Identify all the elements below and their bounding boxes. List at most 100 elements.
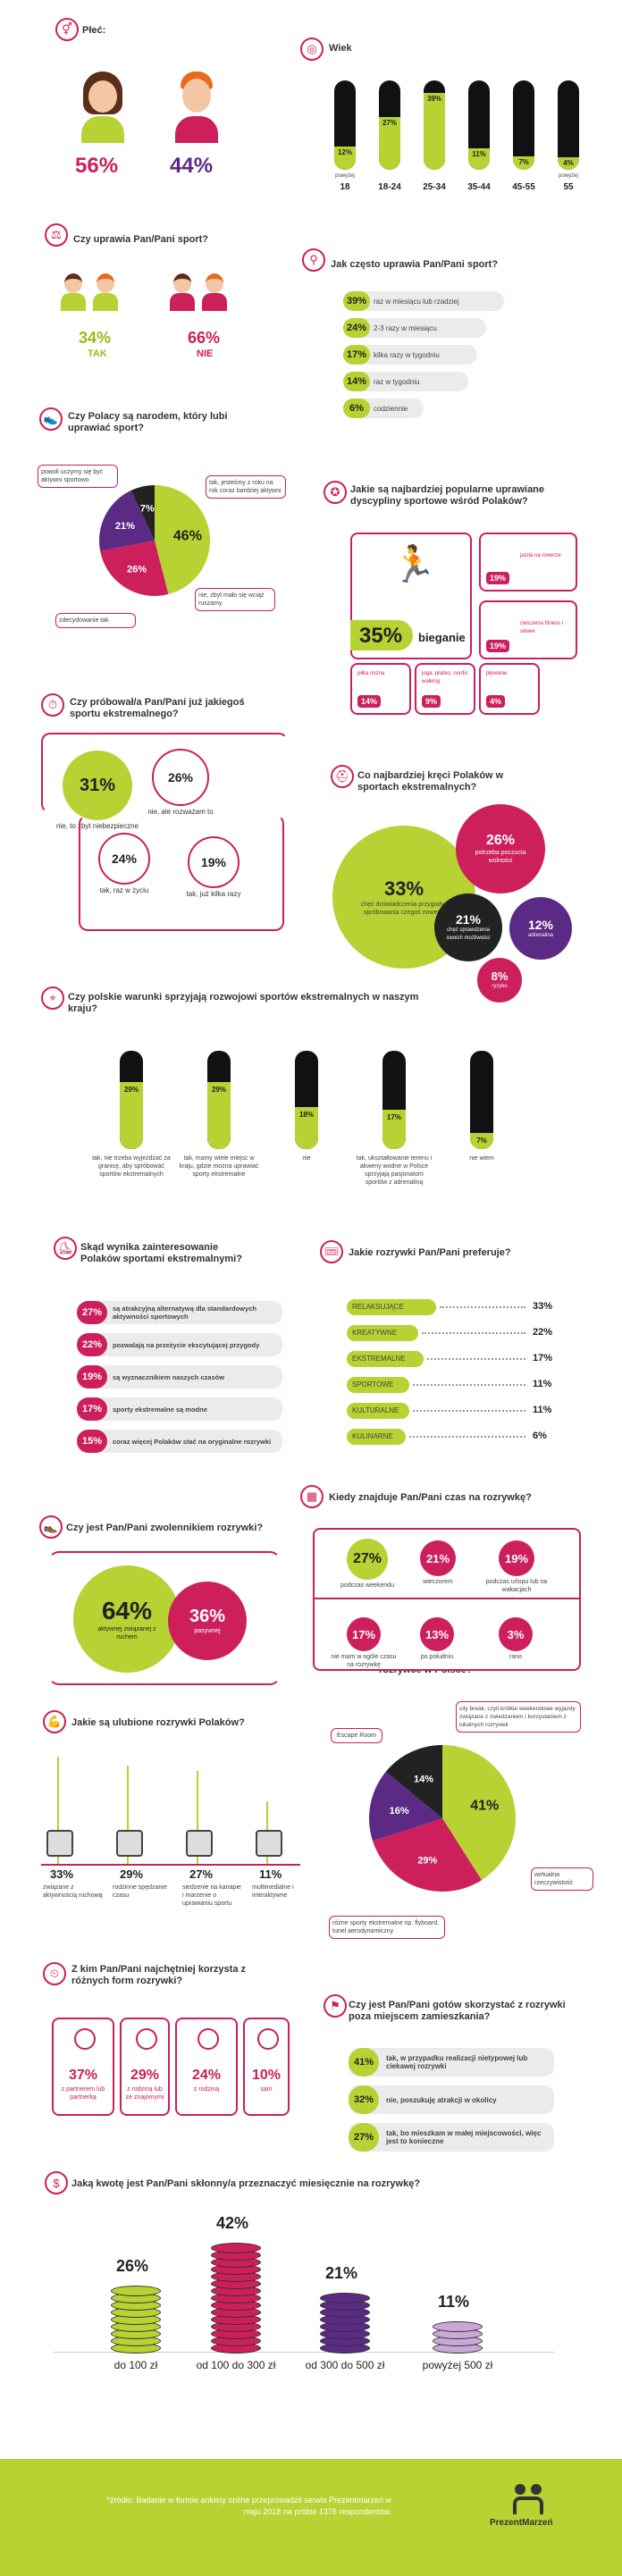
nation-title: Czy Polacy są narodem, który lubi uprawi… (68, 411, 228, 433)
favorite-label: rodzinne spędzanie czasu (113, 1884, 167, 1899)
travel-item: 41% tak, w przypadku realizacji nietypowe… (349, 2048, 554, 2077)
trend-slice-pct: 41% (470, 1798, 499, 1813)
time-pct: 21% (425, 1551, 450, 1565)
nation-slice-pct: 7% (140, 504, 155, 515)
popular-title: Jakie są najbardziej popularne uprawiane… (350, 484, 545, 507)
pref-item-pct: 33% (533, 1301, 553, 1312)
extreme-attract-title: Co najbardziej kręci Polaków w sportach … (357, 770, 504, 793)
time-pct: 17% (351, 1627, 376, 1641)
fan-passive-circle: 36% pasywnej (168, 1582, 247, 1660)
nation-slice (130, 485, 155, 541)
nation-pie: 46% 26% 21% 7% (99, 485, 210, 596)
favorite-item-icon (186, 1830, 213, 1857)
trend-label-1: Escape Room (331, 1728, 382, 1743)
interest-pct: 22% (77, 1333, 107, 1356)
interest-label: coraz więcej Polaków stać na oryginalne … (113, 1437, 272, 1446)
fan-active-label: aktywnej związanej z ruchem (97, 1626, 156, 1640)
age-bar (334, 80, 356, 170)
travel-item: 27% tak, bo mieszkam w małej miejscowości… (349, 2123, 554, 2152)
popular-item-label: jazda na rowerze (520, 553, 561, 558)
budget-pct: 11% (438, 2293, 470, 2311)
person-icon (257, 2028, 279, 2050)
shoe-icon: 👞 (39, 1515, 63, 1539)
fan-passive-pct: 36% (189, 1607, 226, 1626)
popular-item-label: joga, pilates, nordic walking (422, 671, 468, 684)
travel-item: 32% nie, poszukuję atrakcji w okolicy (349, 2085, 554, 2114)
runner-icon: 🏃 (391, 545, 436, 584)
company-pct: 10% (251, 2068, 282, 2083)
ticket-icon: 🎟 (320, 1240, 343, 1263)
time-label: podczas urlopu lub na wakacjach (485, 1579, 548, 1593)
pref-item-dots (413, 1410, 525, 1412)
conditions-title: Czy polskie warunki sprzyjają rozwojowi … (68, 992, 419, 1014)
dumbbell-icon: ⚖ (45, 223, 68, 247)
sport-no-pct: 66% (188, 329, 221, 347)
budget-pct: 21% (325, 2264, 358, 2282)
age-bar-pct: 7% (518, 157, 529, 166)
budget-coin (211, 2243, 261, 2253)
age-bar-pct: 12% (337, 147, 352, 156)
attract-circle-2: 26% potrzeba poczucia wolności (456, 804, 545, 894)
favorite-item-icon (46, 1830, 73, 1857)
frequency-pct: 6% (343, 399, 370, 418)
conditions-bar-pct: 18% (298, 1111, 314, 1120)
conditions-bar-label: tak, nie trzeba wyjeżdżać za granicę, ab… (92, 1155, 171, 1178)
frequency-item: 24% 2-3 razy w miesiącu (343, 318, 486, 338)
conditions-bar (295, 1051, 318, 1149)
age-bar-label: 55 (563, 182, 574, 192)
travel-label: nie, poszukuję atrakcji w okolicy (386, 2095, 497, 2104)
extreme-tried-title: Czy próbował/a Pan/Pani już jakiegoś spo… (70, 697, 245, 719)
trend-slice-pct: 14% (414, 1774, 433, 1784)
interest-pct: 19% (77, 1365, 107, 1389)
pref-title: Jakie rozrywki Pan/Pani preferuje? (349, 1247, 511, 1258)
bicep-icon: 💪 (43, 1710, 66, 1733)
age-bar-label: 18 (340, 182, 350, 192)
popular-item-pct: 19% (486, 572, 510, 584)
interest-item: 27% są atrakcyjną alternatywą dla standar… (77, 1301, 282, 1324)
flag-icon: ⚑ (324, 1994, 347, 2018)
frequency-label: raz w miesiącu lub rzadziej (374, 297, 459, 306)
pref-item-pct: 17% (533, 1353, 553, 1364)
fan-passive-label: pasywnej (194, 1628, 221, 1634)
fan-title: Czy jest Pan/Pani zwolennikiem rozrywki? (66, 1523, 264, 1533)
pref-item-label: RELAKSUJĄCE (347, 1299, 436, 1315)
age-bar (424, 80, 445, 170)
age-bar-fill (558, 157, 579, 170)
attract-pct-4: 12% (527, 917, 554, 932)
age-bar-pct: 39% (426, 95, 441, 104)
female-avatar (76, 71, 130, 143)
pref-item-pct: 22% (533, 1327, 553, 1338)
frequency-pct: 14% (343, 372, 370, 391)
time-circle: 3% (499, 1617, 533, 1651)
age-bar (558, 80, 579, 170)
pref-item-label: SPORTOWE (347, 1377, 409, 1393)
time-circle: 21% (420, 1540, 456, 1576)
trend-pie: 41% 29% 16% 14% (369, 1745, 516, 1892)
person-icon (198, 2028, 219, 2050)
company-pct: 37% (68, 2068, 98, 2083)
pref-item-label: EKSTREMALNE (347, 1351, 424, 1367)
conditions-bar-pct: 29% (211, 1085, 226, 1094)
favorite-pct: 11% (259, 1867, 282, 1881)
tried-label: nie, ale rozważam to (147, 808, 214, 816)
fan-active-pct: 64% (101, 1597, 153, 1624)
frequency-item: 6% codziennie (343, 399, 424, 418)
pref-item-dots (413, 1384, 525, 1386)
age-bar-pct: 27% (382, 118, 397, 127)
trend-slice-pct: 16% (390, 1806, 409, 1817)
interest-label: pozwalają na przeżycie ekscytującej przy… (113, 1340, 260, 1349)
company-title: Z kim Pan/Pani najchętniej korzysta z ró… (71, 1964, 247, 1986)
age-bar (379, 80, 400, 170)
budget-pct: 26% (116, 2257, 149, 2275)
interest-pct: 17% (77, 1397, 107, 1421)
age-bar-fill (468, 147, 490, 170)
pref-item-pct: 11% (533, 1405, 552, 1415)
travel-pct: 27% (349, 2123, 379, 2152)
conditions-bar-pct: 7% (476, 1136, 487, 1145)
company-pct: 29% (130, 2068, 160, 2083)
favorite-pct: 33% (50, 1867, 74, 1881)
trend-slice (369, 1771, 442, 1842)
conditions-bar-pct: 29% (123, 1085, 139, 1094)
tried-circle: 19% (188, 836, 240, 888)
time-divider (315, 1598, 579, 1599)
